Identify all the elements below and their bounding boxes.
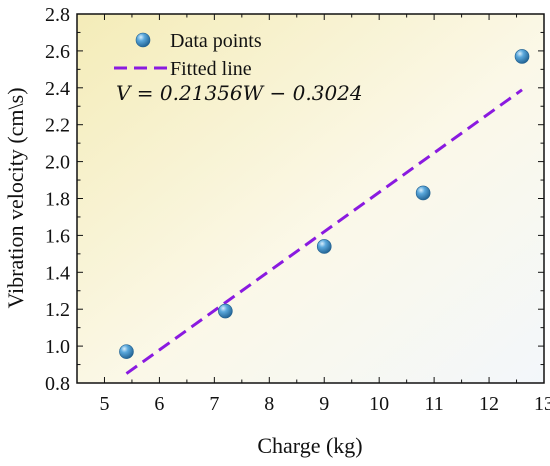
x-tick-label: 5: [99, 393, 109, 415]
data-point: [316, 239, 332, 254]
fit-equation: V = 0.21356W − 0.3024: [116, 81, 363, 105]
y-tick-label: 1.4: [45, 262, 70, 284]
y-tick-label: 1.6: [45, 225, 70, 247]
x-tick-label: 10: [369, 393, 389, 415]
x-tick-label: 6: [154, 393, 164, 415]
y-tick-label: 1.2: [45, 299, 70, 321]
plot-frame: [76, 13, 545, 384]
x-tick-label: 13: [534, 393, 550, 415]
data-point: [218, 303, 233, 319]
legend-label-fitted-line: Fitted line: [170, 58, 252, 80]
y-tick-label: 1.0: [45, 336, 70, 358]
fitted-line: [125, 88, 523, 375]
x-tick-label: 11: [424, 393, 443, 415]
y-tick-label: 0.8: [45, 373, 70, 395]
y-tick-label: 2.2: [45, 115, 70, 137]
y-tick-label: 1.8: [45, 189, 70, 211]
x-tick-label: 7: [209, 393, 219, 415]
y-tick-label: 2.8: [45, 4, 70, 26]
y-axis-label: Vibration velocity (cm\s): [3, 87, 28, 308]
legend-marker-data-points: [135, 32, 151, 48]
y-tick-label: 2.4: [45, 78, 70, 100]
data-point: [514, 49, 530, 64]
legend: Data points Fitted line: [114, 30, 262, 80]
legend-label-data-points: Data points: [170, 30, 262, 52]
x-tick-label: 9: [319, 393, 329, 415]
plot-area: [77, 14, 544, 383]
data-point: [119, 344, 134, 359]
x-tick-label: 8: [264, 393, 274, 415]
y-tick-label: 2.6: [45, 41, 70, 63]
data-point: [415, 185, 431, 201]
x-axis-label: Charge (kg): [257, 433, 362, 458]
y-tick-label: 2.0: [45, 152, 70, 174]
x-tick-label: 12: [479, 393, 499, 415]
